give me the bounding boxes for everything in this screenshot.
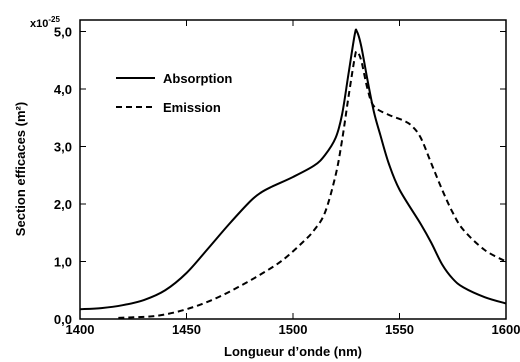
- y-tick-label: 3,0: [54, 140, 72, 155]
- series-emission-line: [118, 50, 507, 319]
- y-tick-label: 0,0: [54, 312, 72, 327]
- y-tick-label: 1,0: [54, 255, 72, 270]
- y-multiplier-label: x10-25: [30, 15, 60, 30]
- y-tick-label: 5,0: [54, 25, 72, 40]
- x-tick-label: 1500: [279, 322, 308, 337]
- legend-absorption-label: Absorption: [163, 71, 232, 86]
- x-tick-label: 1550: [385, 322, 414, 337]
- series-layer: [79, 28, 507, 319]
- y-tick-label: 2,0: [54, 197, 72, 212]
- y-multiplier-exponent: -25: [48, 15, 60, 24]
- y-tick-label: 4,0: [54, 82, 72, 97]
- legend-emission-label: Emission: [163, 100, 221, 115]
- x-tick-label: 1400: [66, 322, 95, 337]
- x-tick-label: 1600: [492, 322, 520, 337]
- legend: Absorption Emission: [116, 71, 232, 115]
- series-absorption-line: [79, 28, 507, 311]
- y-axis-title: Section efficaces (m²): [13, 102, 28, 236]
- plot-frame: [79, 19, 507, 320]
- x-axis-ticks: 1400 1450 1500 1550 1600: [66, 20, 520, 337]
- y-multiplier-base: x10: [30, 18, 48, 30]
- x-tick-label: 1450: [172, 322, 201, 337]
- y-axis-ticks: 0,0 1,0 2,0 3,0 4,0 5,0: [54, 25, 506, 327]
- x-axis-title: Longueur d’onde (nm): [224, 344, 362, 359]
